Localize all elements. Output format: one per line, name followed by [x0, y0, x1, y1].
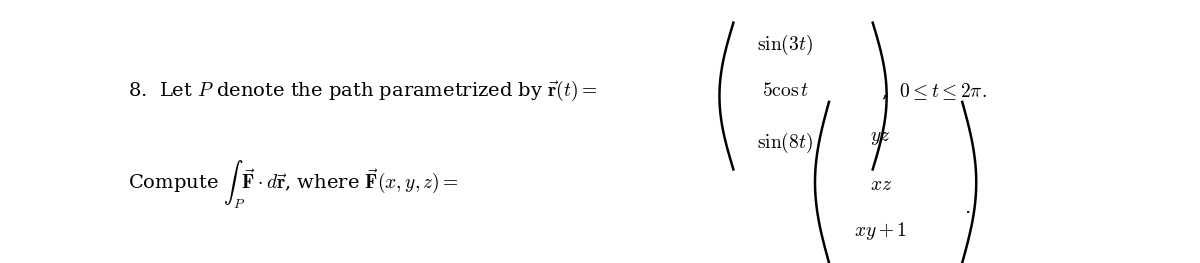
Text: $xz$: $xz$	[870, 176, 892, 194]
Text: ,  $0 \leq t \leq 2\pi.$: , $0 \leq t \leq 2\pi.$	[881, 81, 986, 102]
Text: $\sin(8t)$: $\sin(8t)$	[757, 131, 814, 155]
Text: $\sin(3t)$: $\sin(3t)$	[757, 33, 814, 57]
Text: Compute $\int_P \vec{\mathbf{F}}\cdot d\vec{\mathbf{r}}$, where $\vec{\mathbf{F}: Compute $\int_P \vec{\mathbf{F}}\cdot d\…	[128, 159, 460, 211]
Text: $5\cos t$: $5\cos t$	[762, 82, 809, 100]
Text: 8.  Let $P$ denote the path parametrized by $\vec{\mathbf{r}}(t) =$: 8. Let $P$ denote the path parametrized …	[128, 79, 598, 103]
Text: $xy+1$: $xy+1$	[854, 220, 907, 242]
Text: $yz$: $yz$	[870, 129, 892, 147]
Text: .: .	[965, 199, 971, 217]
